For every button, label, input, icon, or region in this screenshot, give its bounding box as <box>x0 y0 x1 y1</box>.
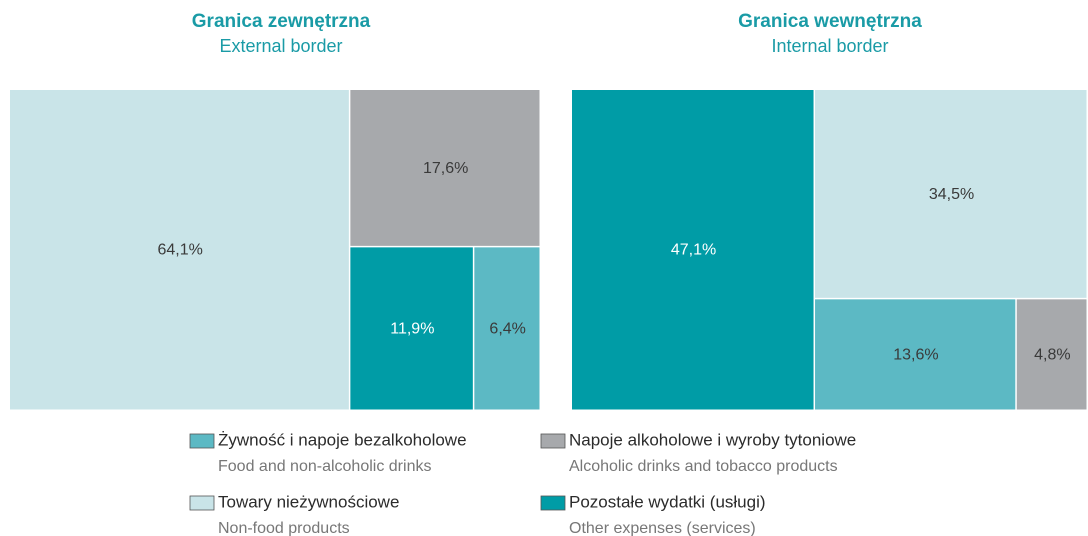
tile-label: 13,6% <box>893 346 938 363</box>
legend-sublabel: Food and non-alcoholic drinks <box>218 458 431 475</box>
legend-label: Pozostałe wydatki (usługi) <box>569 492 766 511</box>
legend-label: Napoje alkoholowe i wyroby tytoniowe <box>569 430 856 449</box>
tile-label: 11,9% <box>390 320 434 337</box>
tile-label: 64,1% <box>157 242 202 259</box>
tile <box>815 299 1016 410</box>
tile-label: 4,8% <box>1034 346 1070 363</box>
legend-swatch <box>540 495 566 511</box>
chart-subtitle: Internal border <box>771 36 888 56</box>
tile-label: 47,1% <box>671 242 716 259</box>
tile-label: 6,4% <box>489 320 525 337</box>
tile <box>10 90 349 410</box>
tile <box>474 247 540 410</box>
tile-label: 34,5% <box>929 186 974 203</box>
legend-sublabel: Other expenses (services) <box>569 520 756 536</box>
tile <box>1016 299 1087 410</box>
tile <box>350 90 540 246</box>
chart-title: Granica zewnętrzna <box>192 11 371 32</box>
tile <box>350 247 473 410</box>
chart-title: Granica wewnętrzna <box>738 11 922 32</box>
legend-swatch <box>189 433 215 449</box>
tile <box>815 90 1087 298</box>
legend-swatch <box>540 433 566 449</box>
legend-sublabel: Non-food products <box>218 520 350 536</box>
tile <box>572 90 814 410</box>
tile-label: 17,6% <box>423 160 468 177</box>
legend-label: Żywność i napoje bezalkoholowe <box>218 430 467 449</box>
legend-label: Towary nieżywnościowe <box>218 492 399 511</box>
chart-subtitle: External border <box>219 36 342 56</box>
legend-swatch <box>189 495 215 511</box>
legend-sublabel: Alcoholic drinks and tobacco products <box>569 458 838 475</box>
